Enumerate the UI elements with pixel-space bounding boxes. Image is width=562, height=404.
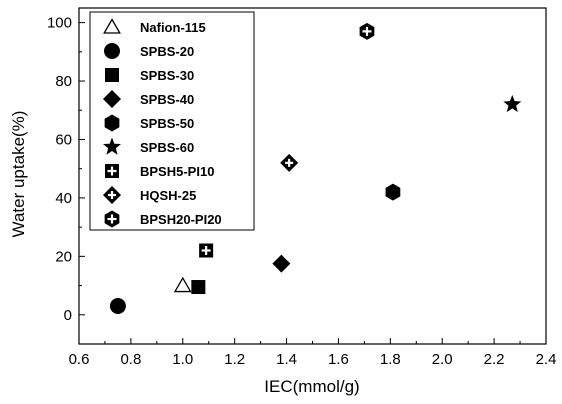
y-tick-label: 80 — [55, 73, 72, 90]
x-tick-label: 1.6 — [328, 351, 349, 368]
legend-marker — [103, 186, 121, 204]
y-tick-label: 20 — [55, 248, 72, 265]
legend: Nafion-115 SPBS-20 SPBS-30 SPBS-40 SPBS-50 SP… — [89, 11, 255, 231]
legend-label: SPBS-60 — [140, 140, 194, 155]
legend-label: Nafion-115 — [140, 20, 206, 35]
data-point — [173, 276, 192, 293]
data-point — [503, 94, 522, 113]
y-tick-label: 100 — [47, 15, 72, 32]
legend-label: SPBS-50 — [140, 116, 194, 131]
legend-label: BPSH20-PI20 — [140, 212, 222, 227]
legend-item: BPSH5-PI10 — [105, 164, 214, 179]
y-axis-title: Water uptake(%) — [9, 111, 28, 238]
data-markers — [109, 22, 522, 315]
y-tick-label: 0 — [64, 307, 72, 324]
x-tick-label: 2.0 — [432, 351, 453, 368]
legend-item: Nafion-115 — [103, 18, 206, 35]
data-point — [280, 153, 299, 172]
legend-item: SPBS-50 — [104, 114, 194, 132]
legend-label: SPBS-20 — [140, 44, 194, 59]
y-axis: 0 20 40 60 80 100 — [47, 15, 85, 345]
x-tick-label: 2.4 — [536, 351, 557, 368]
legend-marker — [104, 210, 120, 228]
legend-marker — [103, 90, 121, 108]
data-point — [199, 243, 214, 258]
x-tick-label: 0.6 — [69, 351, 90, 368]
legend-item: SPBS-40 — [103, 90, 194, 108]
legend-marker — [105, 68, 119, 82]
x-tick-label: 1.8 — [380, 351, 401, 368]
legend-item: SPBS-20 — [104, 43, 194, 59]
legend-label: BPSH5-PI10 — [140, 164, 214, 179]
x-tick-label: 1.4 — [276, 351, 297, 368]
data-point — [191, 280, 206, 295]
data-point — [359, 22, 375, 40]
legend-marker — [104, 114, 120, 132]
legend-marker — [103, 18, 121, 34]
legend-item: SPBS-30 — [105, 68, 194, 83]
y-tick-label: 60 — [55, 131, 72, 148]
legend-marker — [104, 43, 120, 59]
y-tick-label: 40 — [55, 190, 72, 207]
data-point — [109, 298, 126, 315]
x-axis: 0.6 0.8 1.0 1.2 1.4 1.6 1.8 2.0 2.2 2.4 — [69, 338, 557, 368]
x-axis-title: IEC(mmol/g) — [264, 377, 359, 396]
x-tick-label: 2.2 — [484, 351, 505, 368]
legend-label: HQSH-25 — [140, 188, 196, 203]
x-tick-label: 0.8 — [120, 351, 141, 368]
legend-item: HQSH-25 — [103, 186, 196, 204]
x-tick-label: 1.2 — [224, 351, 245, 368]
data-point — [272, 254, 291, 273]
legend-marker — [105, 164, 119, 178]
legend-label: SPBS-40 — [140, 92, 194, 107]
legend-marker — [102, 137, 122, 155]
legend-item: SPBS-60 — [102, 137, 194, 155]
data-point — [385, 183, 401, 201]
legend-item: BPSH20-PI20 — [104, 210, 222, 228]
legend-label: SPBS-30 — [140, 68, 194, 83]
x-tick-label: 1.0 — [172, 351, 193, 368]
